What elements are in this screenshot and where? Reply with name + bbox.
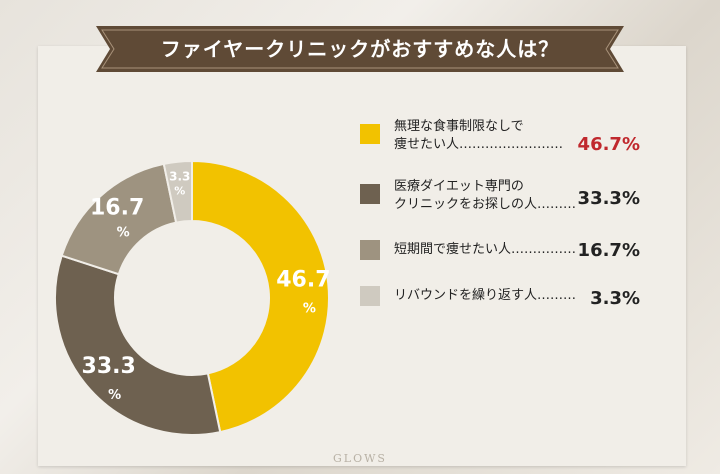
- banner-ribbon: [96, 26, 624, 72]
- slice-value-label: 16.7: [90, 196, 144, 221]
- legend-value: 3.3%: [590, 288, 640, 309]
- legend-item: 医療ダイエット専門の クリニックをお探しの人……… 33.3%: [360, 178, 680, 218]
- donut-slice: [162, 159, 193, 224]
- legend-item: 無理な食事制限なしで 痩せたい人…………………… 46.7%: [360, 118, 680, 158]
- legend-label: 無理な食事制限なしで 痩せたい人……………………: [394, 119, 564, 152]
- slice-unit-label: %: [117, 226, 130, 241]
- legend-value: 46.7%: [577, 134, 640, 155]
- slice-value-label: 3.3: [169, 170, 190, 184]
- slice-value-label: 33.3: [82, 354, 136, 379]
- legend-item: 短期間で痩せたい人…………… 16.7%: [360, 240, 680, 280]
- legend-label: リバウンドを繰り返す人………: [394, 288, 577, 303]
- slice-unit-label: %: [303, 301, 316, 316]
- watermark-logo: GLOWS: [333, 452, 387, 465]
- page-title: ファイヤークリニックがおすすめな人は？: [160, 37, 560, 61]
- legend-item: リバウンドを繰り返す人……… 3.3%: [360, 286, 680, 326]
- legend-swatch: [360, 286, 380, 306]
- legend-value: 33.3%: [577, 188, 640, 209]
- title-banner: ファイヤークリニックがおすすめな人は？: [96, 26, 624, 72]
- legend-label: 短期間で痩せたい人……………: [394, 242, 577, 257]
- slice-unit-label: %: [108, 388, 121, 403]
- legend-value: 16.7%: [577, 240, 640, 261]
- legend-swatch: [360, 124, 380, 144]
- slice-unit-label: %: [174, 185, 185, 198]
- legend-swatch: [360, 184, 380, 204]
- legend-label: 医療ダイエット専門の クリニックをお探しの人………: [394, 179, 577, 212]
- donut-slice: [54, 254, 222, 436]
- legend-swatch: [360, 240, 380, 260]
- slice-value-label: 46.7: [276, 267, 330, 292]
- donut-slice: [191, 159, 330, 434]
